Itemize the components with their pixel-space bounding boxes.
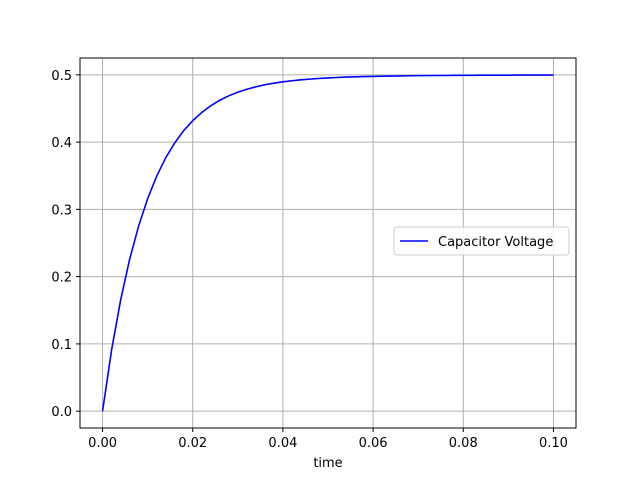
ticks: 0.00 0.02 0.04 0.06 0.08 0.10 0.0 0.1 0.2 0.3 0.4 0… bbox=[51, 69, 568, 451]
x-tick-label: 0.06 bbox=[359, 436, 388, 451]
y-tick-label: 0.2 bbox=[51, 271, 72, 286]
x-tick-label: 0.08 bbox=[449, 436, 478, 451]
plot-frame bbox=[79, 57, 577, 429]
plot-lines bbox=[101, 74, 554, 412]
legend-label: Capacitor Voltage bbox=[438, 235, 553, 250]
x-tick-label: 0.04 bbox=[268, 436, 297, 451]
y-tick-label: 0.4 bbox=[51, 136, 72, 151]
x-tick-label: 0.10 bbox=[539, 436, 568, 451]
legend: Capacitor Voltage bbox=[393, 226, 570, 256]
x-tick-label: 0.00 bbox=[88, 436, 117, 451]
y-tick-label: 0.5 bbox=[51, 69, 72, 84]
legend-box bbox=[393, 226, 570, 256]
series-line bbox=[101, 74, 554, 412]
x-tick-label: 0.02 bbox=[178, 436, 207, 451]
y-tick-label: 0.1 bbox=[51, 338, 72, 353]
y-tick-label: 0.0 bbox=[51, 405, 72, 420]
y-tick-label: 0.3 bbox=[51, 203, 72, 218]
x-axis-label: time bbox=[313, 456, 342, 471]
grid bbox=[80, 58, 576, 428]
